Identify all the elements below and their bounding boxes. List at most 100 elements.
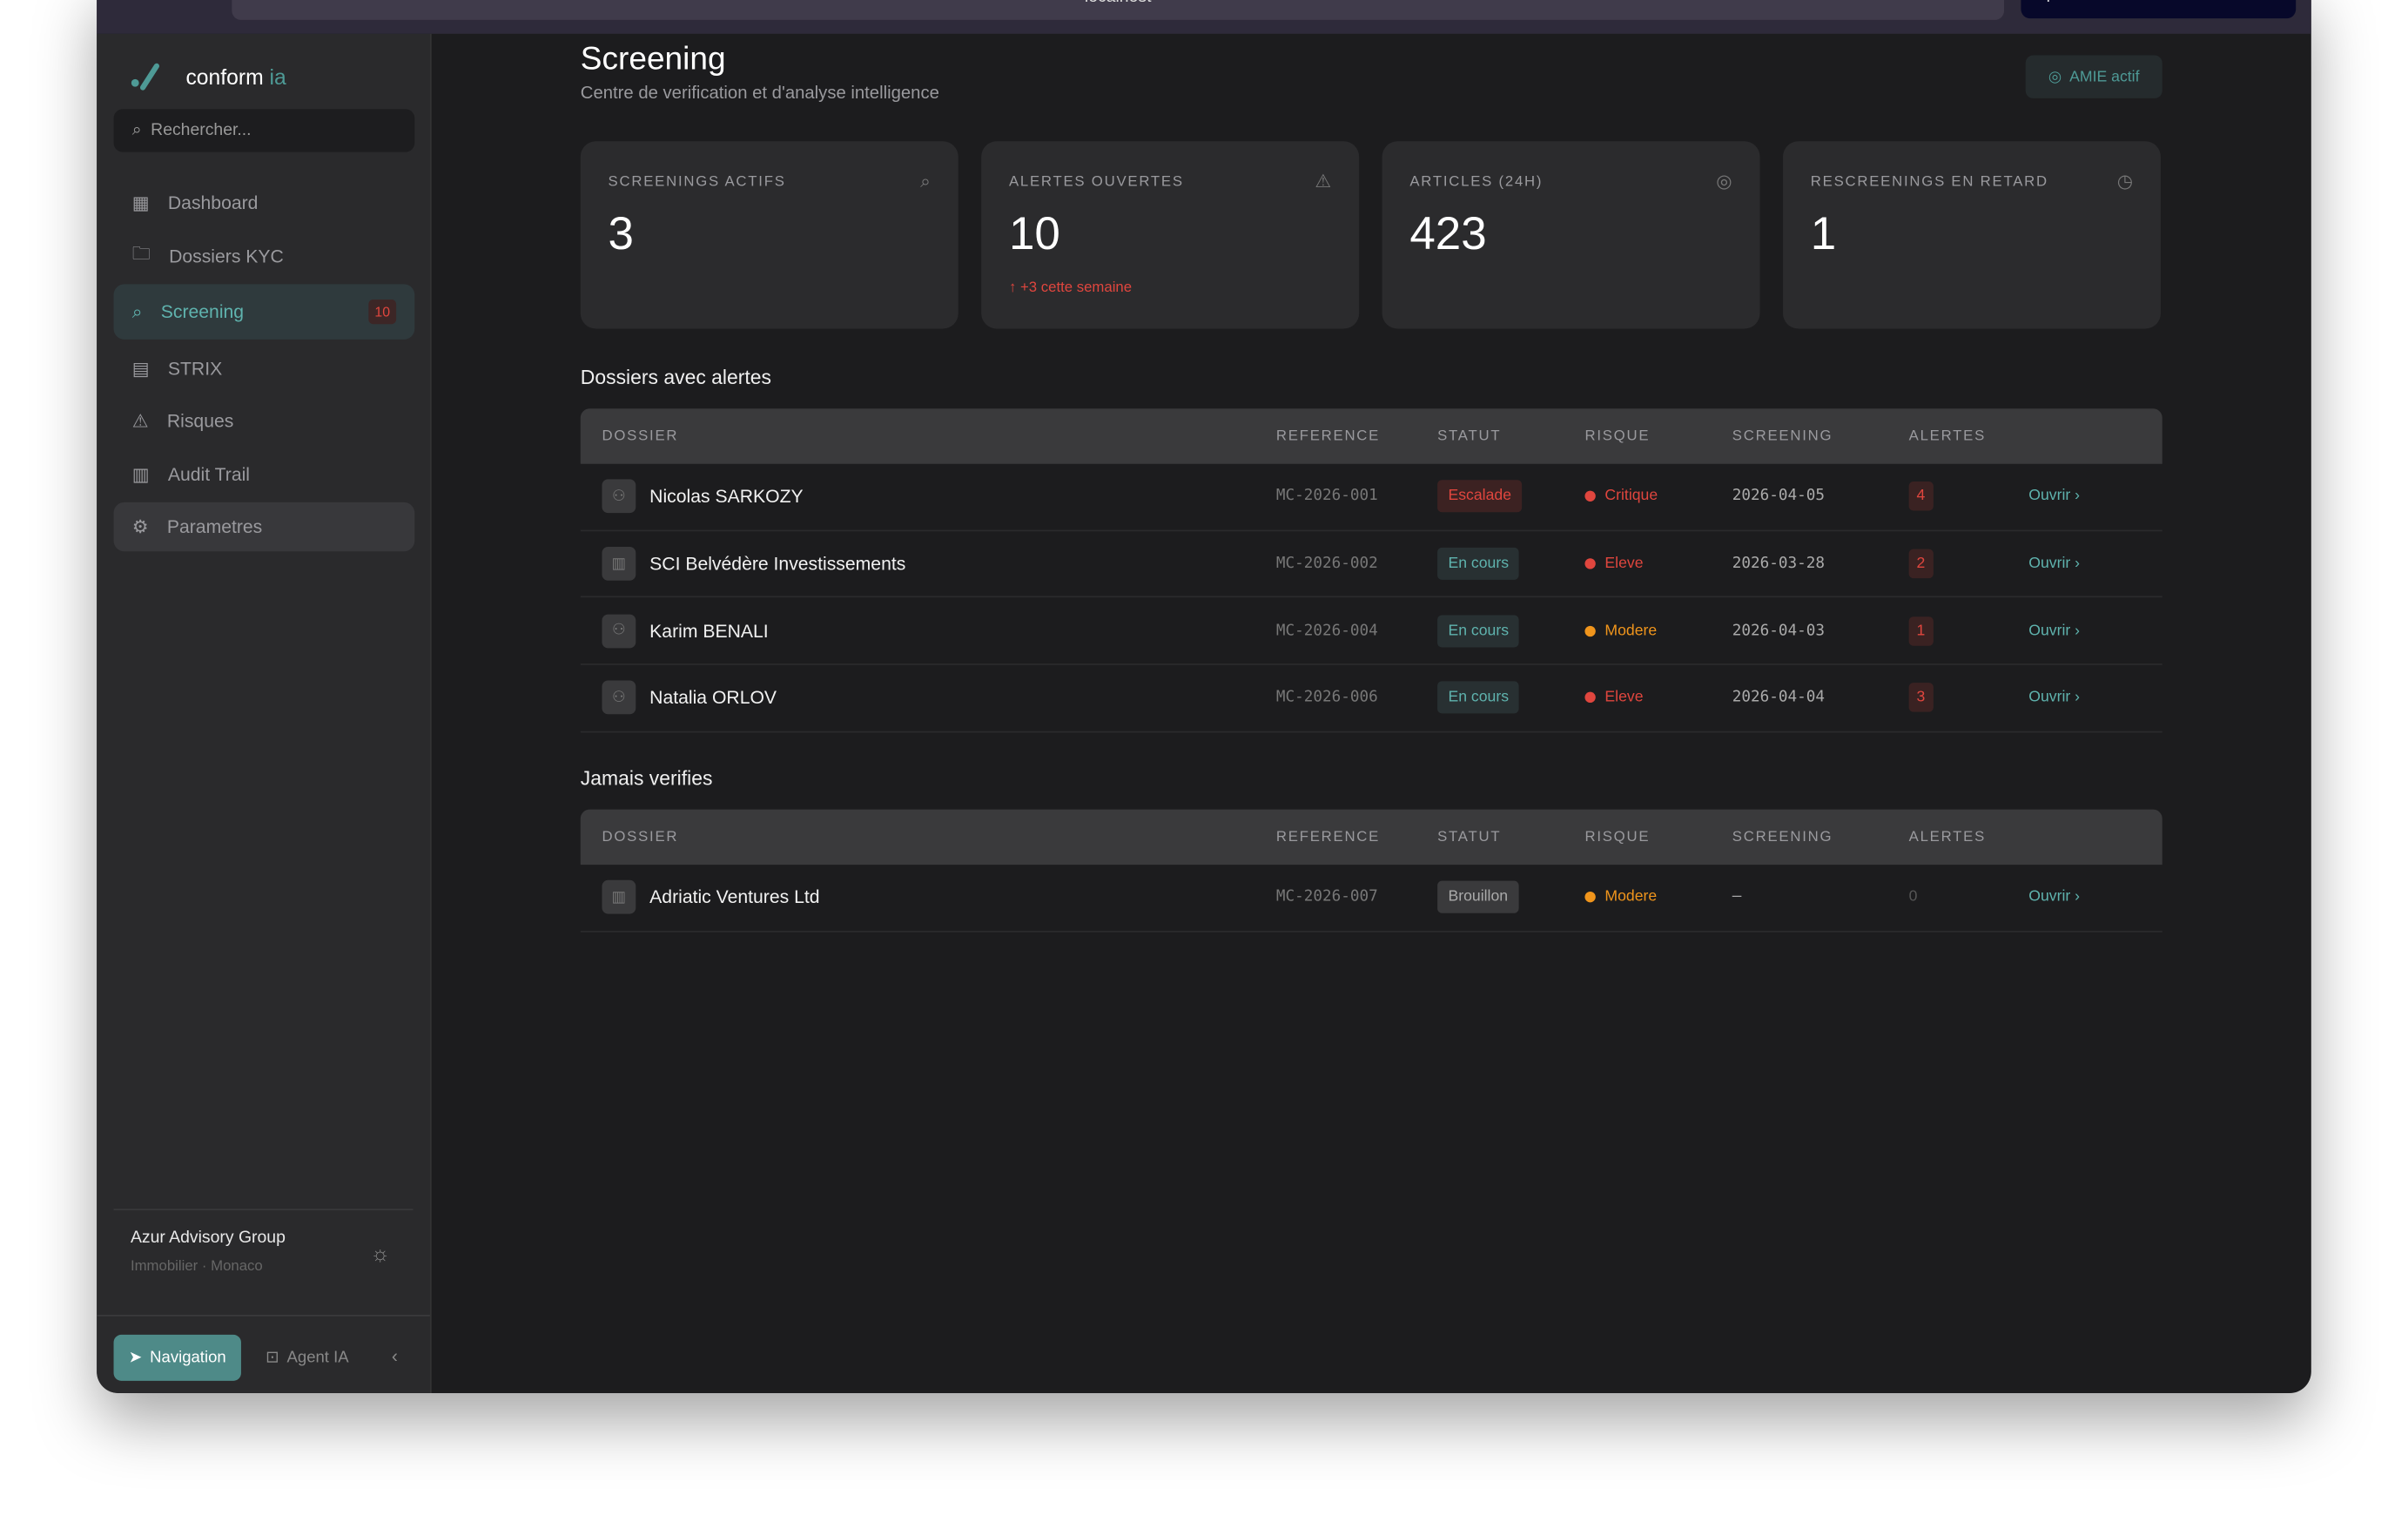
- sidebar-item-screening[interactable]: ⌕ Screening 10: [113, 284, 415, 340]
- open-in-button[interactable]: Open in ...: [2021, 0, 2297, 19]
- url-bar[interactable]: localhost: [232, 0, 2005, 20]
- stat-value: 3: [608, 208, 634, 260]
- table-row[interactable]: ⚇ Natalia ORLOV MC-2026-006 En cours Ele…: [580, 665, 2162, 732]
- sidebar: conform ia ⌕ Rechercher... ▦ Dashboard 🗀 Do…: [97, 33, 432, 1393]
- stat-label: ALERTES OUVERTES: [1008, 173, 1184, 191]
- reference: MC-2026-001: [1275, 488, 1378, 506]
- table-row[interactable]: ⚇ Nicolas SARKOZY MC-2026-001 Escalade C…: [580, 464, 2162, 531]
- search-icon: ⌕: [920, 170, 931, 192]
- screening-count-badge: 10: [368, 299, 397, 325]
- column-header: STATUT: [1437, 428, 1502, 445]
- clipboard-icon: ▥: [131, 462, 150, 485]
- sidebar-item-dossiers-kyc[interactable]: 🗀 Dossiers KYC: [114, 231, 415, 279]
- risk-dot: [1584, 558, 1596, 569]
- stat-label: ARTICLES (24H): [1409, 173, 1544, 191]
- status-badge: Brouillon: [1437, 881, 1519, 914]
- stat-value: 10: [1008, 208, 1060, 260]
- sidebar-item-label: Parametres: [166, 515, 263, 538]
- column-header: DOSSIER: [602, 828, 679, 846]
- column-header: RISQUE: [1584, 828, 1651, 846]
- risk-dot: [1584, 692, 1596, 704]
- agent-label: Agent IA: [286, 1348, 349, 1367]
- risk-label: Modere: [1604, 889, 1658, 906]
- sidebar-item-strix[interactable]: ▤ STRIX: [114, 343, 415, 392]
- reference: MC-2026-004: [1275, 622, 1378, 640]
- page-subtitle: Centre de verification et d'analyse inte…: [580, 84, 939, 104]
- folder-icon: 🗀: [131, 242, 151, 265]
- brain-icon: ◎: [1716, 170, 1732, 192]
- sidebar-item-audit-trail[interactable]: ▥ Audit Trail: [114, 449, 415, 498]
- amie-label: AMIE actif: [2069, 68, 2140, 85]
- reference: MC-2026-007: [1275, 889, 1378, 906]
- alerts-table: DOSSIER REFERENCE STATUT RISQUE SCREENING ALE…: [580, 408, 2162, 732]
- risk-dot: [1584, 625, 1596, 636]
- brand-name: conform: [185, 64, 264, 90]
- warning-icon: ⚠: [1315, 170, 1332, 192]
- gear-icon: ⚙: [131, 515, 149, 538]
- dossier-name: Adriatic Ventures Ltd: [649, 886, 820, 909]
- navigation-tab-button[interactable]: ➤ Navigation: [113, 1334, 241, 1381]
- alert-count: 4: [1908, 482, 1934, 512]
- column-header: STATUT: [1437, 828, 1502, 846]
- brand-suffix: ia: [269, 64, 286, 90]
- open-link[interactable]: Ouvrir ›: [2028, 689, 2081, 707]
- column-header: ALERTES: [1908, 828, 1987, 846]
- alert-count: 0: [1908, 889, 1918, 906]
- sidebar-item-parametres[interactable]: ⚙ Parametres: [113, 502, 415, 552]
- sidebar-item-label: STRIX: [167, 357, 223, 379]
- risk-label: Critique: [1604, 488, 1658, 506]
- status-badge: Escalade: [1437, 480, 1523, 513]
- column-header: SCREENING: [1732, 828, 1833, 846]
- screening-date: 2026-03-28: [1732, 555, 1826, 573]
- risk-indicator: Eleve: [1584, 689, 1644, 707]
- dossier-name: SCI Belvédère Investissements: [649, 553, 906, 575]
- risk-indicator: Critique: [1584, 488, 1658, 505]
- org-name: Azur Advisory Group: [130, 1229, 286, 1248]
- risk-dot: [1584, 491, 1596, 502]
- table-row[interactable]: ▥ Adriatic Ventures Ltd MC-2026-007 Brou…: [580, 865, 2162, 933]
- table-row[interactable]: ⚇ Karim BENALI MC-2026-004 En cours Mode…: [580, 598, 2162, 665]
- column-header: REFERENCE: [1275, 428, 1381, 445]
- stat-delta: ↑ +3 cette semaine: [1008, 279, 1133, 297]
- open-link[interactable]: Ouvrir ›: [2028, 889, 2081, 906]
- stats-cards: SCREENINGS ACTIFS ⌕ 3 ALERTES OUVERTES ⚠ 10 ↑ …: [580, 141, 2161, 329]
- search-icon: ⌕: [131, 120, 142, 139]
- document-icon: ▤: [131, 357, 150, 379]
- sidebar-item-label: Audit Trail: [167, 462, 251, 485]
- browser-toolbar: localhost Open in ...: [97, 0, 2311, 34]
- building-icon: ▥: [602, 880, 636, 915]
- theme-toggle-sun-icon[interactable]: ☼: [370, 1241, 391, 1266]
- amie-status-button[interactable]: ◎ AMIE actif: [2025, 55, 2162, 98]
- dossier-name: Karim BENALI: [649, 620, 769, 642]
- open-link[interactable]: Ouvrir ›: [2028, 622, 2081, 640]
- sidebar-item-dashboard[interactable]: ▦ Dashboard: [114, 178, 415, 227]
- reference: MC-2026-006: [1275, 689, 1378, 707]
- sidebar-item-label: Screening: [160, 300, 245, 323]
- column-header: ALERTES: [1908, 428, 1987, 445]
- stat-label: RESCREENINGS EN RETARD: [1810, 173, 2048, 191]
- sidebar-item-risques[interactable]: ⚠ Risques: [114, 396, 415, 445]
- table-row[interactable]: ▥ SCI Belvédère Investissements MC-2026-…: [580, 531, 2162, 598]
- open-link[interactable]: Ouvrir ›: [2028, 488, 2081, 506]
- reference: MC-2026-002: [1275, 555, 1378, 573]
- logo-icon: [131, 63, 160, 91]
- open-link[interactable]: Ouvrir ›: [2028, 555, 2081, 573]
- risk-label: Eleve: [1604, 689, 1644, 707]
- search-placeholder: Rechercher...: [151, 121, 252, 140]
- sidebar-footer: ➤ Navigation ⊡ Agent IA ‹: [97, 1314, 430, 1393]
- alerts-section-title: Dossiers avec alertes: [580, 365, 772, 389]
- page-title: Screening: [580, 41, 726, 77]
- organization-info: Azur Advisory Group Immobilier · Monaco …: [113, 1209, 414, 1293]
- app-window: localhost Open in ... conform ia ⌕ Reche…: [97, 0, 2311, 1393]
- person-icon: ⚇: [602, 681, 636, 715]
- sidebar-item-label: Risques: [166, 409, 234, 432]
- collapse-sidebar-chevron-icon[interactable]: ‹: [391, 1345, 398, 1367]
- sidebar-item-label: Dossiers KYC: [169, 245, 284, 267]
- alert-count: 1: [1908, 616, 1934, 646]
- agent-ia-tab-button[interactable]: ⊡ Agent IA: [266, 1335, 348, 1381]
- status-badge: En cours: [1437, 682, 1520, 715]
- alert-count: 2: [1908, 549, 1934, 579]
- stat-card: SCREENINGS ACTIFS ⌕ 3: [580, 141, 958, 329]
- search-input[interactable]: ⌕ Rechercher...: [113, 109, 415, 152]
- logo[interactable]: conform ia: [131, 62, 286, 92]
